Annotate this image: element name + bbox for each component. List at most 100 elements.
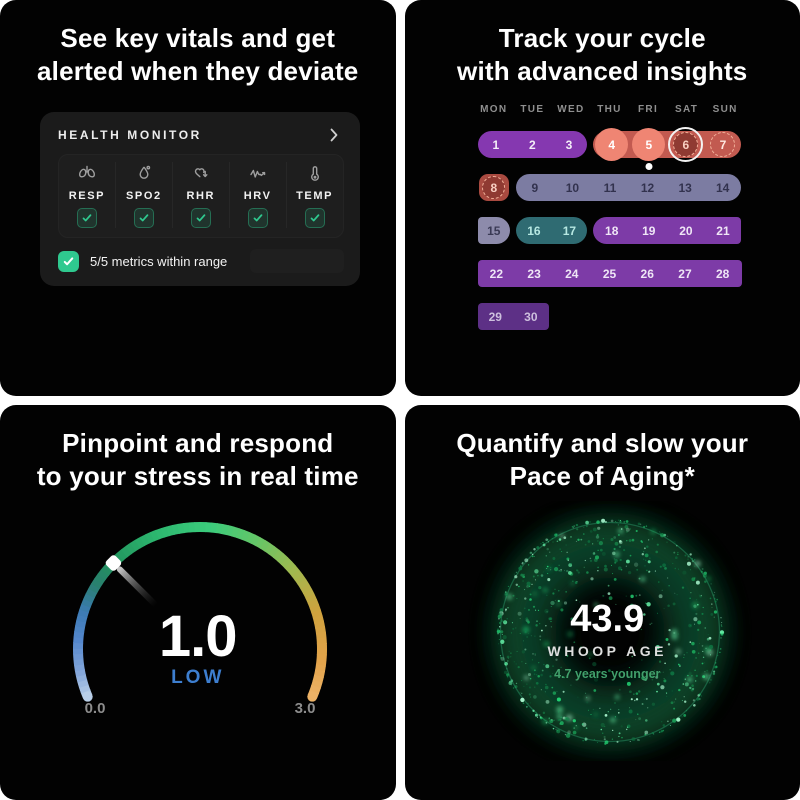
calendar-phase-pill: 8 bbox=[478, 174, 510, 201]
calendar-day-7[interactable]: 7 bbox=[704, 131, 741, 158]
check-icon bbox=[253, 214, 263, 222]
calendar-day-20[interactable]: 20 bbox=[667, 217, 704, 244]
gauge-max-label: 3.0 bbox=[294, 699, 316, 717]
calendar-day-header: FRI bbox=[638, 104, 659, 115]
calendar-day-9[interactable]: 9 bbox=[516, 174, 554, 201]
aging-dots bbox=[496, 518, 724, 745]
calendar-day-21[interactable]: 21 bbox=[704, 217, 741, 244]
day-number: 19 bbox=[642, 223, 656, 238]
calendar-header-row: MON TUE WED THU FRI SAT SUN bbox=[475, 104, 745, 118]
calendar-phase-pill: 29 30 bbox=[477, 303, 549, 330]
lungs-icon bbox=[78, 165, 95, 178]
calendar-day-header: WED bbox=[557, 104, 585, 115]
day-number: 15 bbox=[487, 223, 501, 238]
day-number: 16 bbox=[527, 223, 541, 238]
cycle-calendar: MON TUE WED THU FRI SAT SUN 1 2 3 4 5 6 7 8 9 10 11 12 13 14… bbox=[475, 104, 745, 346]
title-line: Pace of Aging* bbox=[509, 460, 695, 491]
whoop-age-label: WHOOP AGE bbox=[547, 642, 667, 659]
day-number: 13 bbox=[678, 180, 692, 195]
day-number: 30 bbox=[524, 309, 538, 324]
metric-checkbox[interactable] bbox=[133, 208, 154, 228]
calendar-day-29[interactable]: 29 bbox=[478, 303, 514, 330]
calendar-day-25[interactable]: 25 bbox=[591, 260, 629, 287]
calendar-day-30[interactable]: 30 bbox=[513, 303, 549, 330]
calendar-day-27[interactable]: 27 bbox=[666, 260, 704, 287]
aging-particle-ring bbox=[496, 518, 724, 745]
calendar-day-header: SAT bbox=[675, 104, 699, 115]
calendar-day-1[interactable]: 1 bbox=[478, 131, 515, 158]
stress-gauge bbox=[72, 521, 328, 702]
calendar-day-6[interactable]: 6 bbox=[667, 126, 704, 163]
calendar-day-10[interactable]: 10 bbox=[554, 174, 592, 201]
day-number: 27 bbox=[678, 266, 692, 281]
panel-aging: Quantify and slow your Pace of Aging* 43… bbox=[404, 404, 800, 800]
chevron-right-icon[interactable] bbox=[324, 125, 344, 145]
day-number: 9 bbox=[531, 180, 539, 195]
panel-cycle: Track your cycle with advanced insights … bbox=[404, 0, 800, 396]
calendar-day-13[interactable]: 13 bbox=[666, 174, 704, 201]
day-number: 21 bbox=[716, 223, 730, 238]
gauge-min-label: 0.0 bbox=[84, 699, 106, 717]
calendar-day-16[interactable]: 16 bbox=[516, 217, 552, 244]
day-number: 26 bbox=[640, 266, 654, 281]
summary-checkbox[interactable] bbox=[58, 250, 79, 272]
calendar-day-24[interactable]: 24 bbox=[553, 260, 591, 287]
calendar-day-23[interactable]: 23 bbox=[515, 260, 553, 287]
calendar-day-14[interactable]: 14 bbox=[704, 174, 742, 201]
calendar-day-12[interactable]: 12 bbox=[629, 174, 667, 201]
metric-resp: RESP bbox=[59, 162, 115, 228]
day-number: 29 bbox=[488, 309, 502, 324]
stress-value: 1.0 bbox=[158, 603, 238, 669]
metric-checkbox[interactable] bbox=[304, 208, 325, 228]
calendar-day-19[interactable]: 19 bbox=[630, 217, 667, 244]
metric-checkbox[interactable] bbox=[76, 208, 97, 228]
panel-title: Quantify and slow your Pace of Aging* bbox=[405, 427, 800, 493]
day-number: 3 bbox=[565, 137, 573, 152]
metric-label: RHR bbox=[186, 190, 216, 202]
calendar-day-22[interactable]: 22 bbox=[478, 260, 516, 287]
check-icon bbox=[139, 214, 149, 222]
check-icon bbox=[196, 214, 206, 222]
metric-label: TEMP bbox=[296, 190, 334, 202]
metric-checkbox[interactable] bbox=[190, 208, 211, 228]
calendar-phase-pill: 16 17 bbox=[516, 217, 588, 244]
title-line: See key vitals and get bbox=[60, 23, 336, 53]
calendar-day-4[interactable]: 4 bbox=[593, 128, 630, 161]
day-number: 11 bbox=[603, 180, 617, 195]
calendar-phase-pill: 1 2 3 bbox=[477, 131, 588, 158]
metric-checkbox[interactable] bbox=[247, 208, 268, 228]
calendar-day-2[interactable]: 2 bbox=[514, 131, 551, 158]
check-icon bbox=[310, 214, 319, 222]
calendar-day-18[interactable]: 18 bbox=[593, 217, 630, 244]
calendar-day-15[interactable]: 15 bbox=[478, 217, 511, 244]
calendar-day-26[interactable]: 26 bbox=[628, 260, 666, 287]
title-line: Pinpoint and respond bbox=[62, 427, 334, 458]
droplet-icon bbox=[139, 165, 151, 179]
summary-text: 5/5 metrics within range bbox=[90, 253, 228, 269]
calendar-day-header: MON bbox=[480, 104, 508, 115]
calendar-day-28[interactable]: 28 bbox=[704, 260, 742, 287]
calendar-phase-pill: 9 10 11 12 13 14 bbox=[516, 174, 742, 201]
calendar-day-17[interactable]: 17 bbox=[552, 217, 588, 244]
gauge-status-label: LOW bbox=[171, 666, 225, 688]
title-line: Quantify and slow your bbox=[456, 427, 749, 458]
check-icon bbox=[63, 256, 74, 265]
thermometer-icon bbox=[310, 166, 319, 181]
metric-label: RESP bbox=[68, 190, 106, 202]
title-line: Track your cycle bbox=[498, 23, 706, 53]
calendar-day-11[interactable]: 11 bbox=[591, 174, 629, 201]
day-number: 22 bbox=[489, 266, 504, 281]
day-number: 17 bbox=[562, 223, 577, 238]
selected-day-marker: 6 bbox=[667, 126, 704, 163]
calendar-day-8[interactable]: 8 bbox=[479, 174, 510, 201]
today-dot bbox=[645, 163, 653, 170]
day-number: 20 bbox=[679, 223, 693, 238]
calendar-day-header: TUE bbox=[520, 104, 545, 115]
day-number: 12 bbox=[640, 180, 655, 195]
calendar-day-5[interactable]: 5 bbox=[630, 128, 667, 170]
calendar-day-3[interactable]: 3 bbox=[551, 131, 588, 158]
day-number: 18 bbox=[605, 223, 619, 238]
health-monitor-header: HEALTH MONITOR bbox=[58, 125, 344, 145]
